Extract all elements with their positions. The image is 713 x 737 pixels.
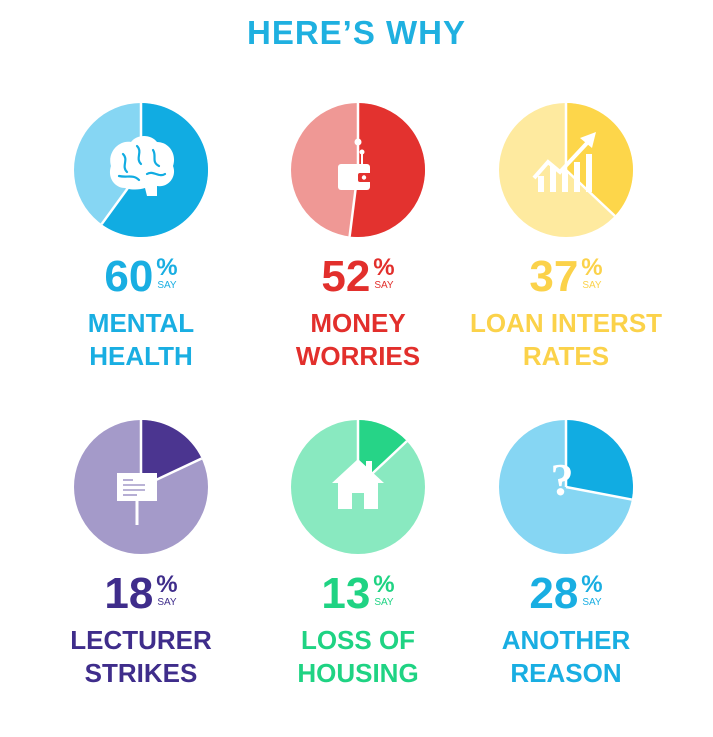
percent-value: 18: [104, 569, 154, 618]
percent-value: 28: [529, 569, 579, 618]
reason-label-line1: LECTURER: [70, 625, 212, 655]
rising-chart-icon: [532, 132, 596, 192]
pie-svg: [74, 420, 208, 554]
reason-label-line2: HOUSING: [297, 658, 419, 688]
reason-label: MENTAL HEALTH: [21, 307, 261, 373]
percent-suffix: % SAY: [581, 573, 602, 609]
reason-label-line1: MONEY: [310, 308, 406, 338]
percent-symbol: %: [373, 571, 395, 598]
pie-svg: [74, 103, 209, 237]
reason-label: ANOTHER REASON: [446, 624, 686, 690]
page-title: HERE’S WHY: [246, 14, 467, 51]
reason-label-line1: MENTAL: [87, 308, 195, 338]
percent-value: 52: [321, 252, 371, 301]
percent-stat: 60% SAY: [31, 255, 251, 299]
reason-label-line2: WORRIES: [295, 341, 421, 371]
pie-chart: [74, 103, 209, 237]
house-icon: [332, 459, 384, 509]
percent-stat: 18% SAY: [31, 572, 251, 616]
brain-icon: [109, 136, 175, 196]
question-mark-icon: ?: [551, 454, 574, 505]
reason-label: MONEY WORRIES: [238, 307, 478, 373]
reason-label-line1: LOAN INTERST: [469, 308, 663, 338]
percent-suffix: % SAY: [156, 573, 177, 609]
percent-stat: 28% SAY: [456, 572, 676, 616]
pie-chart: ?: [499, 420, 633, 554]
reason-label-line2: HEALTH: [89, 341, 193, 371]
percent-suffix: % SAY: [581, 256, 602, 292]
percent-suffix: % SAY: [373, 256, 394, 292]
say-caption: SAY: [374, 280, 394, 291]
percent-value: 60: [104, 252, 154, 301]
reason-label-line1: ANOTHER: [501, 625, 631, 655]
reason-label: LECTURER STRIKES: [21, 624, 261, 690]
percent-symbol: %: [156, 571, 178, 598]
slice-divider: [565, 485, 633, 501]
percent-suffix: % SAY: [156, 256, 177, 292]
percent-value: 13: [321, 569, 371, 618]
reason-label-line2: STRIKES: [84, 658, 198, 688]
pie-chart: [499, 103, 633, 237]
pie-chart: [74, 420, 208, 554]
reason-label: LOSS OF HOUSING: [238, 624, 478, 690]
reason-label-line1: LOSS OF: [300, 625, 416, 655]
pie-value-slice: [566, 420, 633, 500]
percent-value: 37: [529, 252, 579, 301]
percent-symbol: %: [373, 254, 395, 281]
say-caption: SAY: [157, 280, 177, 291]
pie-svg: [291, 420, 425, 554]
percent-suffix: % SAY: [373, 573, 394, 609]
say-caption: SAY: [582, 280, 602, 291]
wallet-icon: [338, 138, 372, 190]
say-caption: SAY: [157, 597, 177, 608]
svg-text:?: ?: [551, 454, 574, 505]
say-caption: SAY: [374, 597, 394, 608]
reason-label: LOAN INTERST RATES: [446, 307, 686, 373]
percent-stat: 52% SAY: [248, 255, 468, 299]
say-caption: SAY: [582, 597, 602, 608]
reason-label-line2: REASON: [510, 658, 622, 688]
pie-svg: ?: [499, 420, 633, 554]
pie-chart: [291, 420, 425, 554]
percent-symbol: %: [581, 254, 603, 281]
pie-value-slice: [141, 420, 202, 487]
pie-svg: [499, 103, 633, 237]
pie-chart: [291, 103, 426, 237]
pie-svg: [291, 103, 426, 237]
percent-symbol: %: [156, 254, 178, 281]
picket-sign-icon: [117, 473, 157, 525]
percent-stat: 37% SAY: [456, 255, 676, 299]
reason-label-line2: RATES: [522, 341, 610, 371]
percent-stat: 13% SAY: [248, 572, 468, 616]
percent-symbol: %: [581, 571, 603, 598]
pie-value-slice: [349, 103, 426, 237]
pie-value-slice: [566, 103, 633, 216]
